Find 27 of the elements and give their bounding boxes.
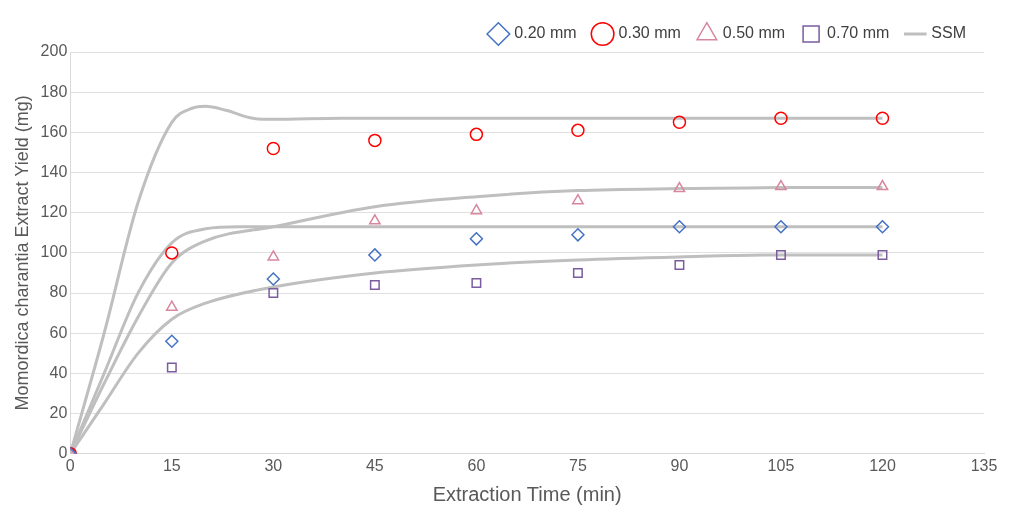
y-tick-label: 140 [40, 162, 68, 180]
legend-label: 0.30 mm [618, 24, 681, 42]
y-tick-label: 180 [40, 82, 68, 100]
x-tick-label: 120 [869, 456, 896, 474]
legend-label: 0.70 mm [827, 24, 890, 42]
y-tick-label: 120 [40, 203, 68, 221]
y-tick-label: 0 [58, 444, 68, 462]
y-tick-label: 200 [40, 42, 68, 60]
y-tick-label: 20 [49, 404, 68, 422]
y-axis-title: Momordica charantia Extract Yield (mg) [11, 95, 32, 411]
x-tick-label: 60 [467, 456, 486, 474]
legend-label: SSM [931, 24, 966, 42]
y-tick-label: 60 [49, 323, 68, 341]
y-tick-label: 100 [40, 243, 68, 261]
y-tick-label: 80 [49, 283, 68, 301]
legend-label: 0.20 mm [514, 24, 577, 42]
y-tick-label: 160 [40, 122, 68, 140]
x-tick-label: 15 [162, 456, 181, 474]
x-tick-label: 45 [365, 456, 384, 474]
x-tick-label: 90 [670, 456, 689, 474]
legend-label: 0.50 mm [722, 24, 786, 42]
x-tick-label: 30 [264, 456, 283, 474]
x-tick-label: 75 [569, 456, 587, 474]
x-axis-title: Extraction Time (min) [432, 482, 622, 505]
x-tick-label: 135 [970, 456, 998, 474]
x-tick-label: 105 [767, 456, 795, 474]
y-tick-label: 40 [49, 363, 68, 381]
